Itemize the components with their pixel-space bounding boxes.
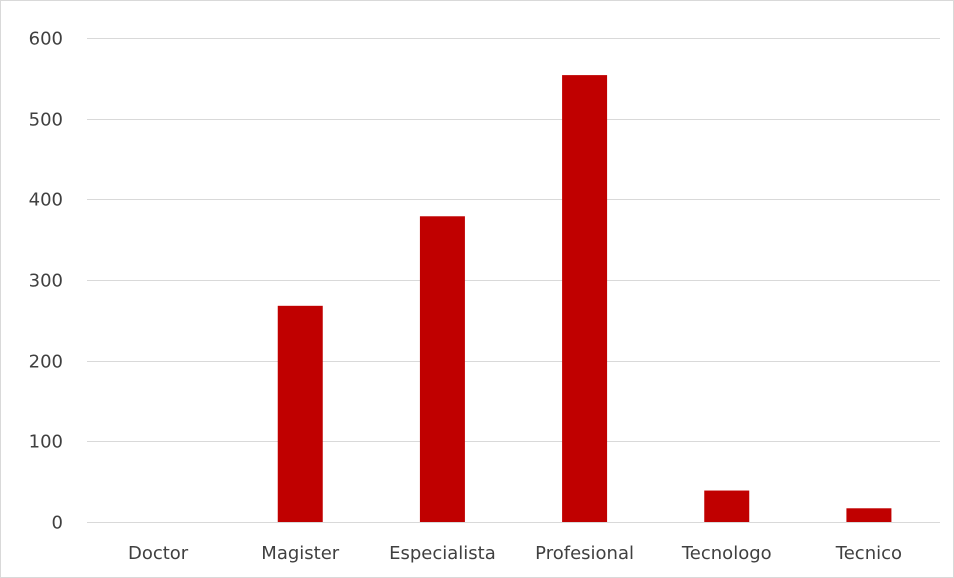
x-tick-label: Especialista (389, 543, 496, 564)
x-tick-label: Doctor (128, 543, 189, 564)
x-tick-label: Profesional (535, 543, 634, 564)
bars (277, 75, 892, 523)
y-tick-label: 500 (29, 110, 63, 131)
y-tick-label: 300 (29, 271, 63, 292)
y-axis-ticks: 0 100 200 300 400 500 600 (29, 29, 63, 534)
x-tick-label: Tecnico (835, 543, 902, 564)
y-tick-label: 600 (29, 29, 63, 50)
x-axis-ticks: Doctor Magister Especialista Profesional Tec… (128, 543, 902, 564)
y-tick-label: 400 (29, 190, 63, 211)
y-tick-label: 100 (29, 432, 63, 453)
bar-tecnologo (704, 490, 750, 522)
x-tick-label: Tecnologo (681, 543, 772, 564)
y-tick-label: 0 (52, 513, 63, 534)
gridlines (87, 38, 940, 523)
bar-especialista (419, 216, 465, 523)
bar-magister (277, 305, 323, 522)
bar-tecnico (846, 508, 892, 522)
bar-profesional (562, 75, 608, 523)
x-tick-label: Magister (261, 543, 339, 564)
y-tick-label: 200 (29, 352, 63, 373)
